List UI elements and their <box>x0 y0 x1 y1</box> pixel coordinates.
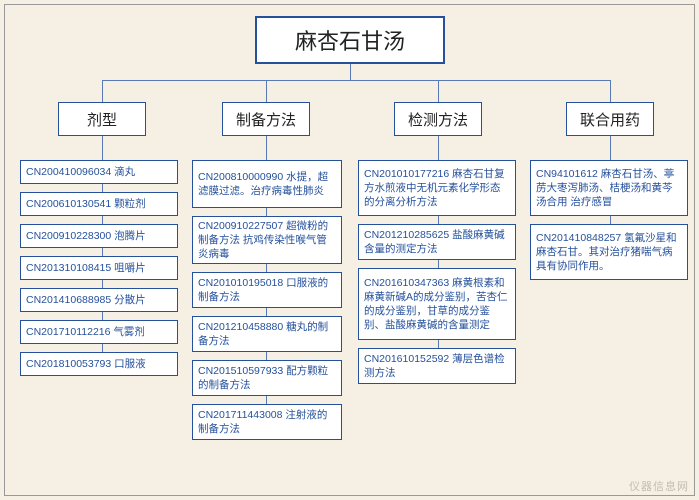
leaf-label: CN200410096034 滴丸 <box>26 165 135 179</box>
connector <box>102 344 103 352</box>
leaf-label: CN200810000990 水提，超滤膜过滤。治疗病毒性肺炎 <box>198 170 336 198</box>
leaf-node: CN201710112216 气雾剂 <box>20 320 178 344</box>
leaf-node: CN201210458880 糖丸的制备方法 <box>192 316 342 352</box>
leaf-label: CN201210285625 盐酸麻黄碱含量的测定方法 <box>364 228 510 256</box>
connector <box>266 396 267 404</box>
leaf-node: CN201410848257 氢氟沙星和麻杏石甘。其对治疗猪喘气病具有协同作用。 <box>530 224 688 280</box>
leaf-label: CN201610152592 薄层色谱检测方法 <box>364 352 510 380</box>
root-label: 麻杏石甘汤 <box>295 24 405 56</box>
category-node: 检测方法 <box>394 102 482 136</box>
leaf-node: CN201310108415 咀嚼片 <box>20 256 178 280</box>
connector <box>350 64 351 80</box>
connector <box>610 216 611 224</box>
connector <box>102 216 103 224</box>
connector <box>438 136 439 160</box>
root-node: 麻杏石甘汤 <box>255 16 445 64</box>
leaf-node: CN201210285625 盐酸麻黄碱含量的测定方法 <box>358 224 516 260</box>
leaf-label: CN201410848257 氢氟沙星和麻杏石甘。其对治疗猪喘气病具有协同作用。 <box>536 231 682 274</box>
leaf-node: CN201410688985 分散片 <box>20 288 178 312</box>
connector <box>266 264 267 272</box>
connector <box>610 80 611 102</box>
category-label: 制备方法 <box>236 109 296 130</box>
leaf-label: CN200910228300 泡腾片 <box>26 229 146 243</box>
connector <box>266 208 267 216</box>
leaf-node: CN200810000990 水提，超滤膜过滤。治疗病毒性肺炎 <box>192 160 342 208</box>
connector <box>102 312 103 320</box>
leaf-node: CN200910228300 泡腾片 <box>20 224 178 248</box>
connector <box>438 216 439 224</box>
leaf-label: CN201510597933 配方颗粒的制备方法 <box>198 364 336 392</box>
leaf-node: CN201010195018 口服液的制备方法 <box>192 272 342 308</box>
category-node: 制备方法 <box>222 102 310 136</box>
category-node: 剂型 <box>58 102 146 136</box>
leaf-node: CN200610130541 颗粒剂 <box>20 192 178 216</box>
leaf-label: CN200610130541 颗粒剂 <box>26 197 146 211</box>
leaf-label: CN94101612 麻杏石甘汤、葶苈大枣泻肺汤、桔梗汤和黄芩汤合用 治疗感冒 <box>536 167 682 210</box>
connector <box>266 308 267 316</box>
leaf-node: CN201010177216 麻杏石甘复方水煎液中无机元素化学形态的分离分析方法 <box>358 160 516 216</box>
connector <box>102 248 103 256</box>
connector <box>102 280 103 288</box>
leaf-label: CN201710112216 气雾剂 <box>26 325 145 339</box>
category-node: 联合用药 <box>566 102 654 136</box>
category-label: 剂型 <box>87 109 117 130</box>
connector <box>266 352 267 360</box>
category-label: 联合用药 <box>580 109 640 130</box>
leaf-label: CN201610347363 麻黄根素和麻黄新碱A的成分鉴别，苦杏仁的成分鉴别，… <box>364 276 510 333</box>
leaf-node: CN201711443008 注射液的制备方法 <box>192 404 342 440</box>
leaf-label: CN201210458880 糖丸的制备方法 <box>198 320 336 348</box>
leaf-node: CN200910227507 超微粉的制备方法 抗鸡传染性喉气管炎病毒 <box>192 216 342 264</box>
connector <box>102 184 103 192</box>
connector <box>102 80 103 102</box>
connector <box>438 80 439 102</box>
leaf-label: CN201010195018 口服液的制备方法 <box>198 276 336 304</box>
leaf-node: CN94101612 麻杏石甘汤、葶苈大枣泻肺汤、桔梗汤和黄芩汤合用 治疗感冒 <box>530 160 688 216</box>
connector <box>102 80 610 81</box>
leaf-node: CN201610347363 麻黄根素和麻黄新碱A的成分鉴别，苦杏仁的成分鉴别，… <box>358 268 516 340</box>
leaf-node: CN201610152592 薄层色谱检测方法 <box>358 348 516 384</box>
leaf-label: CN201310108415 咀嚼片 <box>26 261 146 275</box>
leaf-label: CN201010177216 麻杏石甘复方水煎液中无机元素化学形态的分离分析方法 <box>364 167 510 210</box>
leaf-label: CN200910227507 超微粉的制备方法 抗鸡传染性喉气管炎病毒 <box>198 219 336 262</box>
watermark: 仪器信息网 <box>629 478 689 494</box>
connector <box>610 136 611 160</box>
leaf-label: CN201410688985 分散片 <box>26 293 146 307</box>
connector <box>266 80 267 102</box>
category-label: 检测方法 <box>408 109 468 130</box>
connector <box>438 340 439 348</box>
leaf-node: CN201510597933 配方颗粒的制备方法 <box>192 360 342 396</box>
leaf-label: CN201810053793 口服液 <box>26 357 146 371</box>
connector <box>438 260 439 268</box>
leaf-label: CN201711443008 注射液的制备方法 <box>198 408 336 436</box>
leaf-node: CN201810053793 口服液 <box>20 352 178 376</box>
leaf-node: CN200410096034 滴丸 <box>20 160 178 184</box>
connector <box>266 136 267 160</box>
connector <box>102 136 103 160</box>
